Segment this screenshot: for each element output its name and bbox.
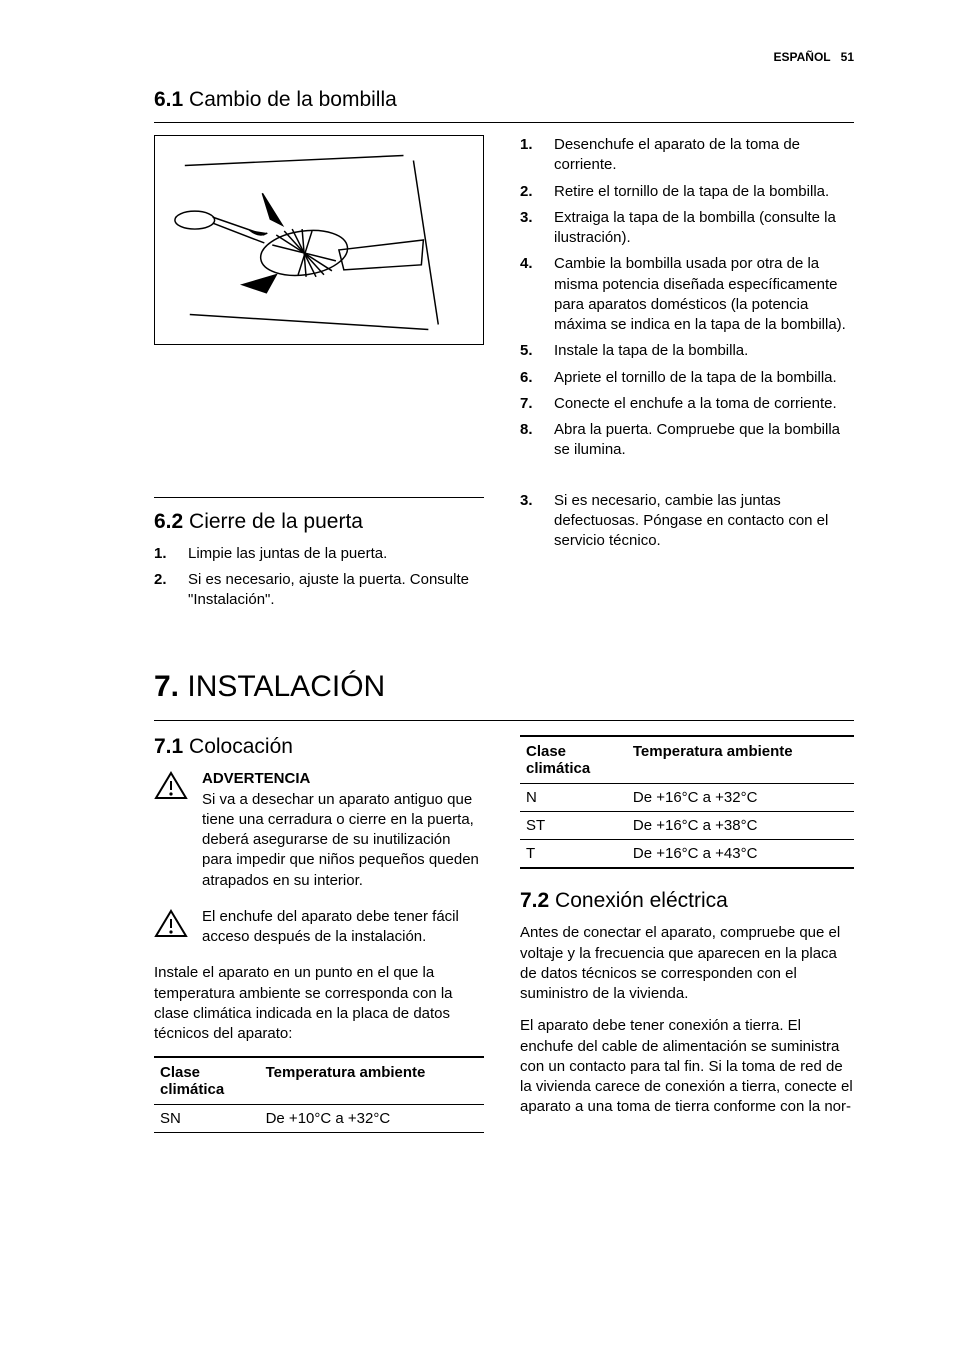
section-text: Cierre de la puerta [189,510,363,533]
section-6-2: 6.2 Cierre de la puerta Limpie las junta… [154,491,854,617]
section-6-2-left-steps: Limpie las juntas de la puerta. Si es ne… [154,544,484,611]
table-row: N De +16°C a +32°C [520,784,854,812]
table-row: SN De +10°C a +32°C [154,1105,484,1133]
table-row: T De +16°C a +43°C [520,840,854,869]
step-item: Extraiga la tapa de la bombilla (consult… [520,208,854,249]
step-item: Apriete el tornillo de la tapa de la bom… [520,368,854,388]
table-cell: De +16°C a +32°C [627,784,854,812]
table-cell: De +16°C a +43°C [627,840,854,869]
step-item: Instale la tapa de la bombilla. [520,341,854,361]
step-item: Si es necesario, cambie las juntas defec… [520,491,854,552]
table-header: Temperatura ambiente [627,736,854,784]
table-cell: De +16°C a +38°C [627,812,854,840]
divider [154,122,854,123]
step-item: Retire el tornillo de la tapa de la bomb… [520,182,854,202]
warning-icon [154,907,188,948]
divider [154,497,484,498]
climate-table-right: Clase climática Temperatura ambiente N D… [520,735,854,869]
table-cell: De +10°C a +32°C [260,1105,484,1133]
table-cell: T [520,840,627,869]
body-paragraph: Instale el aparato en un punto en el que… [154,963,484,1044]
page-header: ESPAÑOL 51 [774,50,855,64]
table-cell: SN [154,1105,260,1133]
section-text: Cambio de la bombilla [189,88,397,111]
table-row: ST De +16°C a +38°C [520,812,854,840]
illustration-column [154,135,484,467]
step-item: Desenchufe el aparato de la toma de corr… [520,135,854,176]
climate-table-left: Clase climática Temperatura ambiente SN … [154,1056,484,1133]
body-paragraph: El aparato debe tener conexión a tierra.… [520,1016,854,1117]
table-header: Temperatura ambiente [260,1057,484,1105]
section-6-1-body: Desenchufe el aparato de la toma de corr… [154,135,854,467]
section-6-2-right: Si es necesario, cambie las juntas defec… [520,491,854,617]
step-item: Limpie las juntas de la puerta. [154,544,484,564]
section-6-2-left: 6.2 Cierre de la puerta Limpie las junta… [154,491,484,617]
section-6-2-right-steps: Si es necesario, cambie las juntas defec… [520,491,854,552]
table-header: Clase climática [154,1057,260,1105]
section-6-1-steps: Desenchufe el aparato de la toma de corr… [520,135,854,461]
language-label: ESPAÑOL [774,50,831,64]
section-number: 7.1 [154,735,183,758]
section-6-1-title: 6.1 Cambio de la bombilla [154,88,854,112]
section-7-1-title: 7.1 Colocación [154,735,484,759]
section-7-heading: 7. INSTALACIÓN [154,670,854,704]
warning-block: ADVERTENCIA Si va a desechar un aparato … [154,769,484,891]
step-item: Cambie la bombilla usada por otra de la … [520,254,854,335]
section-7-left-column: 7.1 Colocación ADVERTENCIA Si va a desec… [154,735,484,1133]
page-number: 51 [841,50,854,64]
warning-icon [154,769,188,891]
section-text: Colocación [189,735,293,758]
bulb-change-svg [155,135,483,345]
table-header: Clase climática [520,736,627,784]
page-content: 6.1 Cambio de la bombilla [154,88,854,1133]
divider [154,720,854,721]
bulb-change-illustration [154,135,484,345]
note-block: El enchufe del aparato debe tener fácil … [154,907,484,948]
table-cell: N [520,784,627,812]
warning-text-block: ADVERTENCIA Si va a desechar un aparato … [202,769,484,891]
steps-column: Desenchufe el aparato de la toma de corr… [520,135,854,467]
section-text: INSTALACIÓN [187,670,385,703]
warning-body: Si va a desechar un aparato antiguo que … [202,790,484,891]
note-body: El enchufe del aparato debe tener fácil … [202,907,484,948]
section-7-body: 7.1 Colocación ADVERTENCIA Si va a desec… [154,735,854,1133]
section-number: 6.1 [154,88,183,111]
section-text: Conexión eléctrica [555,889,728,912]
warning-label: ADVERTENCIA [202,769,484,789]
body-paragraph: Antes de conectar el aparato, compruebe … [520,923,854,1004]
section-number: 7. [154,670,179,703]
section-number: 6.2 [154,510,183,533]
section-7-right-column: Clase climática Temperatura ambiente N D… [520,735,854,1133]
table-cell: ST [520,812,627,840]
section-number: 7.2 [520,889,549,912]
step-item: Conecte el enchufe a la toma de corrient… [520,394,854,414]
section-7-2-title: 7.2 Conexión eléctrica [520,889,854,913]
step-item: Abra la puerta. Compruebe que la bombill… [520,420,854,461]
section-6-2-title: 6.2 Cierre de la puerta [154,510,484,534]
step-item: Si es necesario, ajuste la puerta. Consu… [154,570,484,611]
